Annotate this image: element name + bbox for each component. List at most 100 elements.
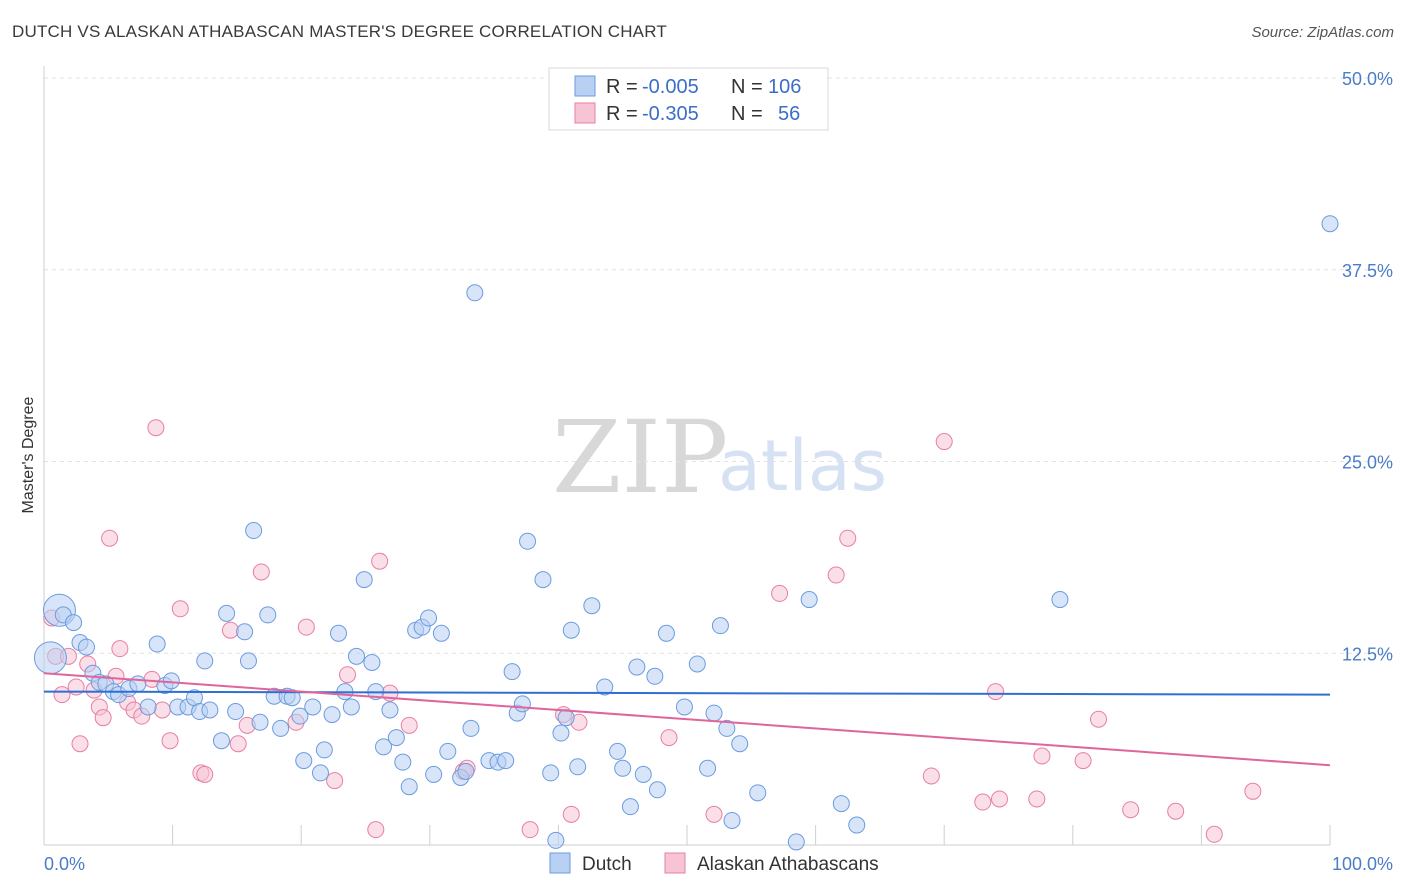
alaskan-point	[326, 772, 344, 790]
dutch-point	[609, 742, 627, 760]
alaskan-n-label: N =	[731, 103, 763, 125]
dutch-point	[519, 532, 537, 550]
dutch-point	[162, 672, 180, 690]
alaskan-point	[660, 729, 678, 747]
dutch-point	[347, 647, 365, 665]
dutch-point	[363, 653, 381, 671]
alaskan-point	[1244, 782, 1262, 800]
dutch-point	[33, 641, 67, 675]
dutch-point	[718, 719, 736, 737]
alaskan-point	[297, 618, 315, 636]
y-tick-label: 50.0%	[1342, 69, 1393, 89]
dutch-point	[212, 732, 230, 750]
dutch-point	[342, 698, 360, 716]
dutch-bottom-swatch	[549, 852, 571, 874]
dutch-point	[848, 816, 866, 834]
dutch-point	[77, 638, 95, 656]
dutch-point	[547, 831, 565, 849]
grid-lines	[44, 77, 1392, 654]
dutch-point	[462, 719, 480, 737]
dutch-point	[534, 571, 552, 589]
dutch-point	[251, 713, 269, 731]
alaskan-point	[839, 529, 857, 547]
dutch-point	[323, 706, 341, 724]
alaskan-point	[987, 683, 1005, 701]
dutch-point	[129, 675, 147, 693]
alaskan-point	[252, 563, 270, 581]
watermark-zip: ZIP	[552, 399, 728, 516]
alaskan-point	[974, 793, 992, 811]
source-credit: Source: ZipAtlas.com	[1251, 24, 1394, 41]
dutch-point	[646, 667, 664, 685]
dutch-point	[425, 765, 443, 783]
dutch-point	[311, 764, 329, 782]
dutch-point	[596, 678, 614, 696]
alaskan-point	[1074, 752, 1092, 770]
y-tick-label: 25.0%	[1342, 453, 1393, 473]
dutch-point	[315, 741, 333, 759]
dutch-point	[628, 658, 646, 676]
dutch-point	[569, 758, 587, 776]
dutch-point	[503, 663, 521, 681]
dutch-point	[375, 738, 393, 756]
x-tick-label-min: 0.0%	[44, 854, 85, 874]
dutch-point	[148, 635, 166, 653]
alaskan-point	[53, 686, 71, 704]
dutch-point	[614, 759, 632, 777]
dutch-point	[1321, 215, 1339, 233]
y-tick-label: 37.5%	[1342, 261, 1393, 281]
dutch-point	[272, 719, 290, 737]
alaskan-point	[71, 735, 89, 753]
alaskan-point	[367, 821, 385, 839]
dutch-point	[65, 614, 83, 632]
dutch-point	[634, 765, 652, 783]
dutch-point	[218, 604, 236, 622]
alaskan-point	[1205, 825, 1223, 843]
dutch-point	[239, 652, 257, 670]
alaskan-r-value: -0.305	[642, 103, 699, 125]
alaskan-point	[990, 790, 1008, 808]
alaskan-point	[171, 600, 189, 618]
series-legend: Dutch Alaskan Athabascans	[549, 852, 879, 875]
dutch-point	[800, 591, 818, 609]
alaskan-point	[521, 821, 539, 839]
trend-lines	[43, 672, 1331, 767]
dutch-point	[295, 752, 313, 770]
y-axis-label: Master's Degree	[20, 396, 37, 513]
dutch-point	[283, 689, 301, 707]
dutch-point	[749, 784, 767, 802]
dutch-point	[675, 698, 693, 716]
dutch-point	[236, 623, 254, 641]
dutch-n-label: N =	[731, 76, 763, 98]
alaskan-n-value: 56	[778, 103, 800, 125]
dutch-point	[513, 695, 531, 713]
alaskan-point	[400, 716, 418, 734]
alaskan-point	[153, 701, 171, 719]
dutch-point	[139, 698, 157, 716]
dutch-point	[394, 753, 412, 771]
dutch-n-value: 106	[768, 76, 801, 98]
alaskan-legend-swatch	[574, 102, 596, 124]
dutch-point	[196, 652, 214, 670]
alaskan-point	[147, 419, 165, 437]
dutch-point	[201, 701, 219, 719]
dutch-point	[688, 655, 706, 673]
axes	[43, 66, 1331, 846]
dutch-point	[787, 833, 805, 851]
alaskan-point	[1090, 710, 1108, 728]
dutch-point	[1051, 591, 1069, 609]
alaskan-point	[922, 767, 940, 785]
dutch-point	[329, 624, 347, 642]
alaskan-point	[371, 552, 389, 570]
dutch-legend-swatch	[574, 75, 596, 97]
alaskan-point	[161, 732, 179, 750]
dutch-point	[557, 709, 575, 727]
dutch-point	[699, 759, 717, 777]
alaskan-point	[1122, 801, 1140, 819]
x-tick-label-max: 100.0%	[1332, 854, 1393, 874]
alaskan-point	[562, 805, 580, 823]
dutch-point	[291, 707, 309, 725]
alaskan-point	[1028, 790, 1046, 808]
dutch-point	[259, 606, 277, 624]
